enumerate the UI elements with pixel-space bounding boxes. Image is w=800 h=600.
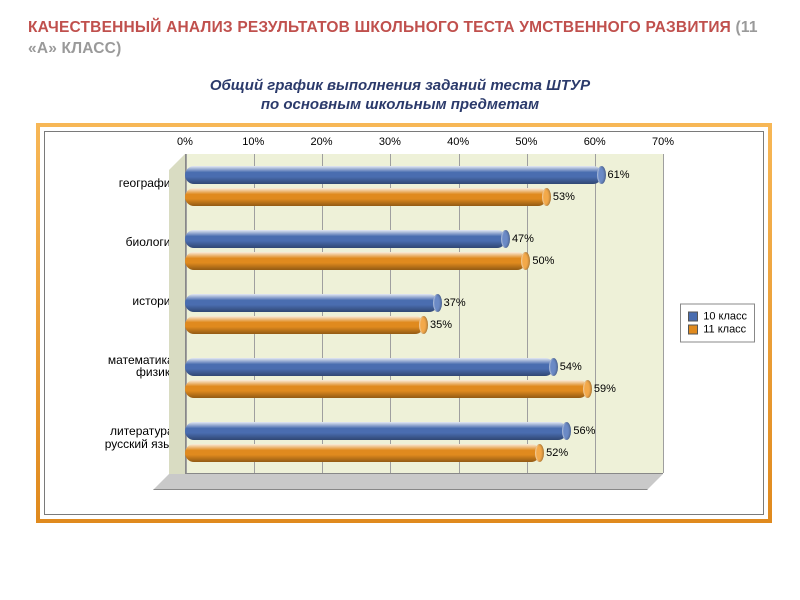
- subtitle-line-2: по основным школьным предметам: [0, 95, 800, 115]
- bar-value-label: 59%: [588, 383, 616, 395]
- plot-wrap: географиябиологияисторияматематика,физик…: [45, 154, 763, 514]
- bar-face: [185, 316, 424, 334]
- legend-label-1: 11 класс: [703, 323, 746, 335]
- bar-face: [185, 294, 438, 312]
- legend-swatch-0: [688, 311, 698, 321]
- bar-face: [185, 230, 506, 248]
- bar: 59%: [185, 380, 588, 398]
- x-tick-label: 30%: [379, 136, 401, 148]
- chart-frame-inner: географиябиологияисторияматематика,физик…: [44, 131, 764, 515]
- x-tick-label: 10%: [242, 136, 264, 148]
- gridline: [663, 154, 664, 473]
- bar-face: [185, 252, 526, 270]
- bar: 47%: [185, 230, 506, 248]
- main-title: КАЧЕСТВЕННЫЙ АНАЛИЗ РЕЗУЛЬТАТОВ ШКОЛЬНОГ…: [0, 0, 800, 62]
- bar-face: [185, 444, 540, 462]
- bar: 61%: [185, 166, 602, 184]
- category-group: 37% 35%: [185, 282, 663, 346]
- plot-area: 61% 53% 47% 50% 37% 35% 54% 59% 56% 52%: [185, 154, 663, 474]
- subtitle: Общий график выполнения заданий теста ШТ…: [0, 76, 800, 115]
- y-axis-labels: географиябиологияисторияматематика,физик…: [45, 154, 185, 474]
- legend-item-1: 11 класс: [688, 323, 747, 335]
- x-tick-label: 50%: [515, 136, 537, 148]
- bar-face: [185, 358, 554, 376]
- x-tick-label: 20%: [311, 136, 333, 148]
- y-category-label: литература,русский язык: [105, 425, 177, 450]
- x-tick-label: 70%: [652, 136, 674, 148]
- legend-item-0: 10 класс: [688, 310, 747, 322]
- category-group: 54% 59%: [185, 346, 663, 410]
- chart-frame-outer: географиябиологияисторияматематика,физик…: [36, 123, 772, 523]
- bar-value-label: 37%: [438, 297, 466, 309]
- bar-value-label: 61%: [602, 169, 630, 181]
- x-tick-label: 40%: [447, 136, 469, 148]
- plot-floor: [153, 474, 663, 490]
- plot-sidewall: [169, 154, 185, 490]
- bar: 35%: [185, 316, 424, 334]
- bar: 50%: [185, 252, 526, 270]
- bar-value-label: 35%: [424, 319, 452, 331]
- bar-value-label: 50%: [526, 255, 554, 267]
- bar: 52%: [185, 444, 540, 462]
- y-category-label: математика,физика: [108, 354, 177, 379]
- category-group: 61% 53%: [185, 154, 663, 218]
- x-tick-label: 0%: [177, 136, 193, 148]
- bar: 54%: [185, 358, 554, 376]
- legend: 10 класс 11 класс: [680, 303, 755, 342]
- bar-face: [185, 166, 602, 184]
- bar-face: [185, 422, 567, 440]
- bar-value-label: 52%: [540, 447, 568, 459]
- legend-swatch-1: [688, 324, 698, 334]
- bar-value-label: 56%: [567, 425, 595, 437]
- category-group: 56% 52%: [185, 410, 663, 474]
- bar: 53%: [185, 188, 547, 206]
- category-group: 47% 50%: [185, 218, 663, 282]
- bar-value-label: 53%: [547, 191, 575, 203]
- legend-label-0: 10 класс: [703, 310, 747, 322]
- x-tick-label: 60%: [584, 136, 606, 148]
- bar-face: [185, 188, 547, 206]
- main-title-text: КАЧЕСТВЕННЫЙ АНАЛИЗ РЕЗУЛЬТАТОВ ШКОЛЬНОГ…: [28, 19, 731, 36]
- bar: 56%: [185, 422, 567, 440]
- bar-value-label: 47%: [506, 233, 534, 245]
- bar-value-label: 54%: [554, 361, 582, 373]
- bar-face: [185, 380, 588, 398]
- subtitle-line-1: Общий график выполнения заданий теста ШТ…: [0, 76, 800, 96]
- bar: 37%: [185, 294, 438, 312]
